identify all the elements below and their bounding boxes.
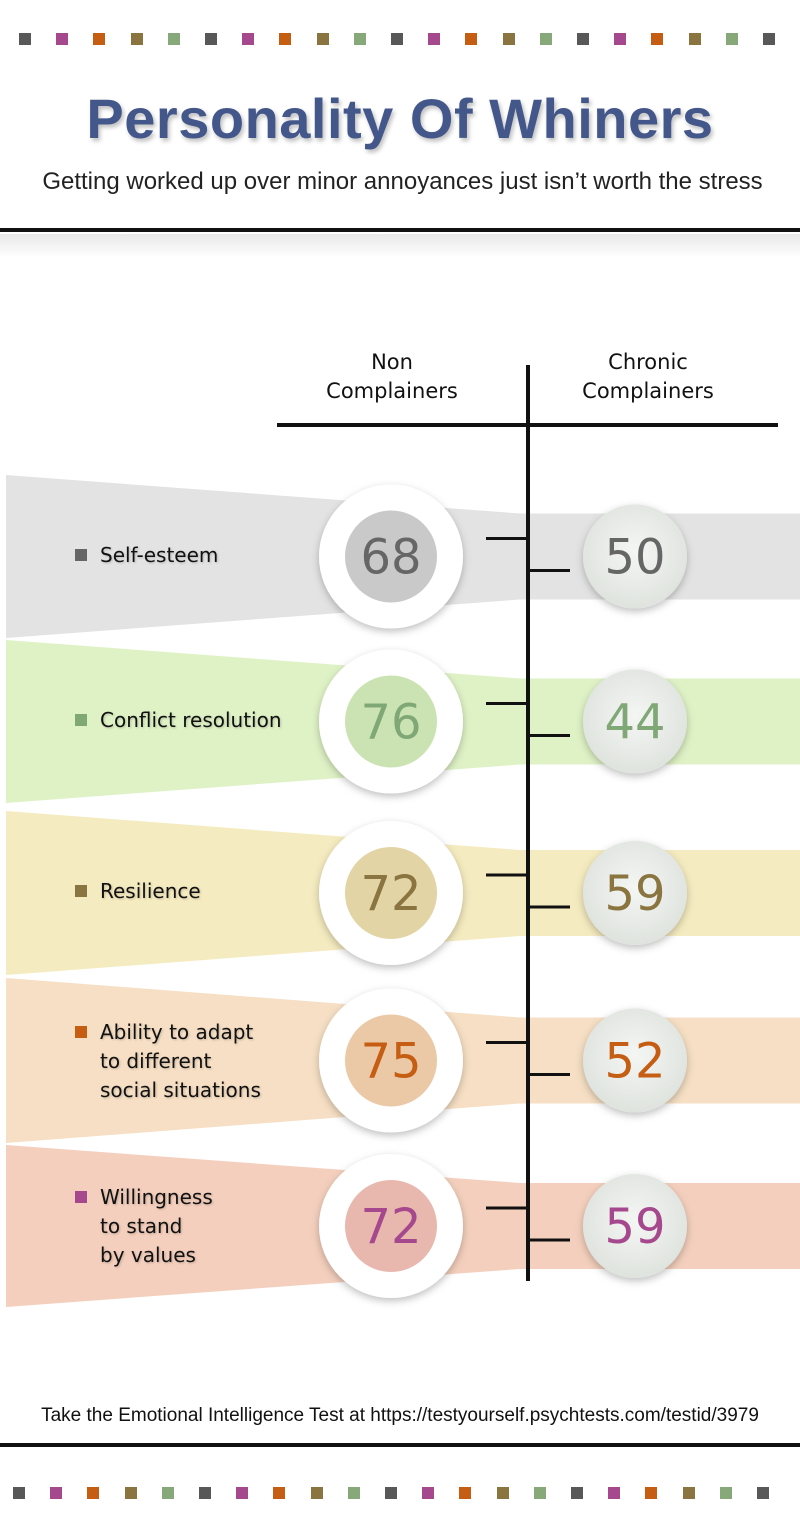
decorative-dot bbox=[279, 33, 292, 45]
footer-link-text: Take the Emotional Intelligence Test at … bbox=[41, 1405, 759, 1426]
column-header-non-complainers: Non Complainers bbox=[326, 350, 458, 403]
page-title: Personality Of Whiners bbox=[86, 87, 714, 150]
decorative-dot bbox=[199, 1487, 211, 1499]
category-marker bbox=[75, 885, 87, 897]
non-complainer-value: 72 bbox=[360, 866, 421, 922]
header-divider bbox=[0, 228, 800, 232]
decorative-dot bbox=[242, 33, 255, 45]
category-label: Self-esteem bbox=[100, 542, 219, 567]
category-label: Resilience bbox=[100, 879, 201, 903]
decorative-dot bbox=[273, 1487, 286, 1499]
decorative-dot bbox=[571, 1487, 583, 1499]
decorative-dot bbox=[688, 33, 701, 45]
non-complainer-inner-circle bbox=[345, 847, 437, 939]
non-complainer-value: 72 bbox=[360, 1199, 421, 1255]
non-complainer-value: 68 bbox=[360, 530, 421, 586]
category-label: Willingness to stand by values bbox=[100, 1185, 213, 1267]
decorative-dot bbox=[391, 33, 403, 45]
decorative-dot bbox=[428, 33, 441, 45]
chronic-complainer-circle bbox=[583, 669, 687, 774]
category-marker bbox=[75, 1025, 87, 1038]
decorative-dot bbox=[719, 1487, 732, 1499]
chronic-complainer-circle bbox=[583, 504, 687, 609]
column-header-chronic-complainers: Chronic Complainers bbox=[582, 350, 714, 403]
non-complainer-inner-circle bbox=[345, 1180, 437, 1272]
decorative-dot bbox=[167, 33, 180, 45]
decorative-dot bbox=[13, 1487, 25, 1499]
category-label: Ability to adapt to different social sit… bbox=[100, 1019, 261, 1102]
non-complainer-value: 75 bbox=[360, 1034, 421, 1090]
non-complainer-inner-circle bbox=[345, 510, 437, 603]
non-complainer-inner-circle bbox=[345, 675, 437, 768]
decorative-dots-bottom bbox=[0, 1487, 800, 1501]
category-marker bbox=[75, 548, 87, 561]
decorative-dot bbox=[316, 33, 329, 45]
decorative-dot bbox=[533, 1487, 546, 1499]
non-complainer-inner-circle bbox=[345, 1014, 437, 1107]
decorative-dot bbox=[645, 1487, 658, 1499]
decorative-dot bbox=[422, 1487, 435, 1499]
decorative-dot bbox=[757, 1487, 769, 1499]
decorative-dot bbox=[353, 33, 366, 45]
footer-divider bbox=[0, 1443, 800, 1447]
decorative-dot bbox=[614, 33, 627, 45]
chronic-complainer-circle bbox=[583, 1008, 687, 1113]
decorative-dot bbox=[130, 33, 143, 45]
decorative-dot bbox=[496, 1487, 509, 1499]
decorative-dot bbox=[725, 33, 738, 45]
page-subtitle: Getting worked up over minor annoyances … bbox=[42, 168, 763, 195]
decorative-dot bbox=[310, 1487, 323, 1499]
decorative-dot bbox=[50, 1487, 63, 1499]
chronic-complainer-value: 50 bbox=[604, 530, 665, 586]
decorative-dot bbox=[651, 33, 664, 45]
decorative-dot bbox=[56, 33, 69, 45]
decorative-dot bbox=[347, 1487, 360, 1499]
decorative-dot bbox=[465, 33, 478, 45]
decorative-dots-top bbox=[0, 33, 800, 47]
decorative-dot bbox=[205, 33, 217, 45]
chronic-complainer-value: 52 bbox=[604, 1034, 665, 1090]
decorative-dot bbox=[459, 1487, 472, 1499]
chronic-complainer-circle bbox=[583, 1174, 687, 1278]
chronic-complainer-value: 44 bbox=[604, 695, 665, 751]
decorative-dot bbox=[682, 1487, 695, 1499]
chronic-complainer-value: 59 bbox=[604, 1199, 665, 1255]
decorative-dot bbox=[124, 1487, 137, 1499]
category-label: Conflict resolution bbox=[100, 707, 282, 732]
decorative-dot bbox=[385, 1487, 397, 1499]
decorative-dot bbox=[763, 33, 775, 45]
chronic-complainer-value: 59 bbox=[604, 866, 665, 922]
decorative-dot bbox=[161, 1487, 174, 1499]
decorative-dot bbox=[87, 1487, 100, 1499]
decorative-dot bbox=[236, 1487, 249, 1499]
decorative-dot bbox=[577, 33, 589, 45]
decorative-dot bbox=[539, 33, 552, 45]
chronic-complainer-circle bbox=[583, 841, 687, 945]
category-marker bbox=[75, 1191, 87, 1203]
decorative-dot bbox=[608, 1487, 621, 1499]
decorative-dot bbox=[19, 33, 31, 45]
category-marker bbox=[75, 713, 87, 726]
decorative-dot bbox=[93, 33, 106, 45]
decorative-dot bbox=[502, 33, 515, 45]
header-shadow bbox=[0, 234, 800, 258]
non-complainer-value: 76 bbox=[360, 695, 421, 751]
